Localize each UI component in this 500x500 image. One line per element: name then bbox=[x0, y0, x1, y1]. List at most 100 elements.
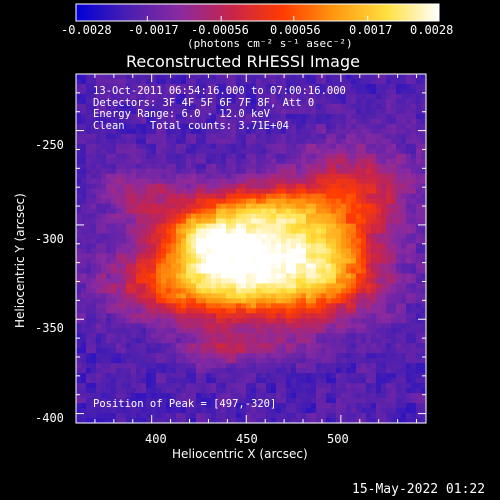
heatmap-cell bbox=[141, 253, 147, 260]
heatmap-cell bbox=[231, 258, 237, 265]
heatmap-cell bbox=[161, 173, 167, 180]
heatmap-cell bbox=[286, 388, 292, 394]
heatmap-cell bbox=[216, 178, 222, 185]
heatmap-cell bbox=[261, 418, 267, 424]
heatmap-cell bbox=[306, 323, 312, 329]
heatmap-cell bbox=[376, 308, 382, 314]
heatmap-cell bbox=[81, 173, 87, 180]
heatmap-cell bbox=[141, 233, 147, 240]
heatmap-cell bbox=[331, 213, 337, 220]
heatmap-cell bbox=[341, 83, 347, 90]
heatmap-cell bbox=[161, 203, 167, 210]
heatmap-cell bbox=[211, 408, 217, 414]
heatmap-cell bbox=[221, 303, 227, 309]
heatmap-cell bbox=[171, 223, 177, 230]
heatmap-cell bbox=[276, 408, 282, 414]
heatmap-cell bbox=[316, 283, 322, 289]
heatmap-cell bbox=[216, 353, 222, 359]
heatmap-cell bbox=[281, 318, 287, 324]
heatmap-cell bbox=[121, 263, 127, 270]
heatmap-cell bbox=[151, 183, 157, 190]
heatmap-cell bbox=[336, 283, 342, 289]
heatmap-cell bbox=[241, 218, 247, 225]
heatmap-cell bbox=[421, 238, 427, 245]
heatmap-cell bbox=[306, 303, 312, 309]
heatmap-cell bbox=[206, 303, 212, 309]
heatmap-cell bbox=[331, 353, 337, 359]
heatmap-cell bbox=[336, 78, 342, 85]
heatmap-cell bbox=[401, 338, 407, 344]
heatmap-cell bbox=[151, 203, 157, 210]
heatmap-cell bbox=[121, 78, 127, 85]
heatmap-cell bbox=[176, 178, 182, 185]
heatmap-cell bbox=[126, 418, 132, 424]
heatmap-cell bbox=[416, 268, 422, 275]
heatmap-cell bbox=[151, 78, 157, 85]
heatmap-cell bbox=[421, 393, 427, 399]
heatmap-cell bbox=[291, 318, 297, 324]
heatmap-cell bbox=[181, 153, 187, 160]
heatmap-cell bbox=[366, 173, 372, 180]
heatmap-cell bbox=[336, 98, 342, 105]
heatmap-cell bbox=[286, 328, 292, 334]
heatmap-cell bbox=[146, 83, 152, 90]
heatmap-cell bbox=[346, 153, 352, 160]
heatmap-cell bbox=[321, 108, 327, 115]
heatmap-cell bbox=[296, 383, 302, 389]
heatmap-cell bbox=[166, 288, 172, 294]
heatmap-cell bbox=[221, 323, 227, 329]
heatmap-cell bbox=[281, 398, 287, 404]
heatmap-cell bbox=[141, 398, 147, 404]
heatmap-cell bbox=[186, 243, 192, 250]
heatmap-cell bbox=[346, 258, 352, 265]
heatmap-cell bbox=[276, 148, 282, 155]
heatmap-cell bbox=[401, 183, 407, 190]
heatmap-cell bbox=[186, 273, 192, 280]
heatmap-cell bbox=[226, 408, 232, 414]
heatmap-cell bbox=[261, 128, 267, 135]
heatmap-cell bbox=[281, 348, 287, 354]
heatmap-cell bbox=[391, 358, 397, 364]
heatmap-cell bbox=[276, 273, 282, 280]
heatmap-cell bbox=[386, 143, 392, 150]
heatmap-cell bbox=[381, 198, 387, 205]
heatmap-cell bbox=[81, 278, 87, 284]
heatmap-cell bbox=[326, 288, 332, 294]
heatmap-cell bbox=[251, 148, 257, 155]
heatmap-cell bbox=[206, 408, 212, 414]
heatmap-cell bbox=[186, 83, 192, 90]
heatmap-cell bbox=[411, 363, 417, 369]
heatmap-cell bbox=[266, 74, 272, 80]
heatmap-cell bbox=[111, 173, 117, 180]
heatmap-cell bbox=[331, 263, 337, 270]
heatmap-cell bbox=[141, 228, 147, 235]
heatmap-cell bbox=[371, 88, 377, 95]
heatmap-cell bbox=[206, 143, 212, 150]
heatmap-cell bbox=[216, 138, 222, 145]
heatmap-cell bbox=[191, 118, 197, 125]
heatmap-cell bbox=[106, 128, 112, 135]
heatmap-cell bbox=[201, 263, 207, 270]
heatmap-cell bbox=[316, 368, 322, 374]
heatmap-cell bbox=[336, 218, 342, 225]
heatmap-cell bbox=[106, 178, 112, 185]
heatmap-cell bbox=[301, 288, 307, 294]
heatmap-cell bbox=[81, 318, 87, 324]
heatmap-cell bbox=[141, 143, 147, 150]
heatmap-cell bbox=[121, 348, 127, 354]
heatmap-cell bbox=[346, 318, 352, 324]
heatmap-cell bbox=[376, 408, 382, 414]
heatmap-cell bbox=[191, 108, 197, 115]
heatmap-cell bbox=[376, 263, 382, 270]
heatmap-cell bbox=[86, 413, 92, 419]
heatmap-cell bbox=[111, 233, 117, 240]
heatmap-cell bbox=[306, 273, 312, 280]
heatmap-cell bbox=[311, 303, 317, 309]
heatmap-cell bbox=[286, 98, 292, 105]
heatmap-cell bbox=[126, 363, 132, 369]
heatmap-cell bbox=[196, 178, 202, 185]
heatmap-cell bbox=[286, 203, 292, 210]
heatmap-cell bbox=[356, 78, 362, 85]
heatmap-cell bbox=[421, 258, 427, 265]
heatmap-cell bbox=[246, 118, 252, 125]
